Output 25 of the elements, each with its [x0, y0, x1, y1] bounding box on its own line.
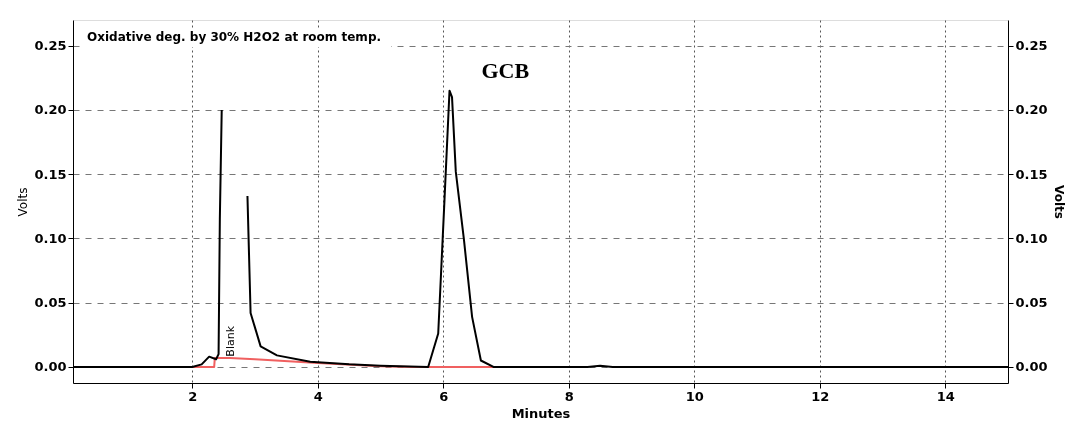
x-tick-label: 6 [439, 388, 449, 404]
y-tick-label: 0.25 [34, 38, 67, 54]
text: Oxidative deg. by 30% H2O2 at room temp. [87, 30, 382, 44]
y2-axis-title: Volts [1051, 185, 1066, 219]
x-tick-label: 8 [564, 388, 574, 404]
annotation: GCB [481, 57, 530, 83]
y-tick-label: 0.00 [34, 359, 67, 375]
x-tick-label: 4 [313, 388, 323, 404]
y2-tick-label: 0.20 [1015, 102, 1048, 118]
y-tick-label: 0.10 [34, 230, 67, 246]
x-tick-label: 2 [188, 388, 198, 404]
y-tick-label: 0.15 [34, 166, 67, 182]
x-tick-label: 12 [811, 388, 830, 404]
x-axis-title: Minutes [511, 405, 571, 421]
x-tick-label: 10 [685, 388, 704, 404]
y-tick-label: 0.20 [34, 102, 67, 118]
y2-tick-label: 0.00 [1015, 359, 1048, 375]
y2-tick-label: 0.05 [1015, 295, 1048, 311]
y2-tick-label: 0.15 [1015, 166, 1048, 182]
y2-tick-label: 0.10 [1015, 230, 1048, 246]
y-tick-label: 0.05 [34, 295, 67, 311]
annotation: Blank [224, 325, 238, 357]
y2-tick-label: 0.25 [1015, 38, 1048, 54]
x-tick-label: 14 [936, 388, 955, 404]
y-axis-title: Volts [16, 187, 31, 217]
